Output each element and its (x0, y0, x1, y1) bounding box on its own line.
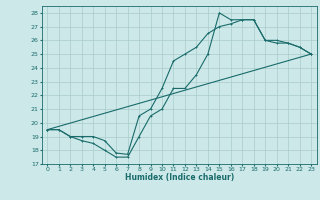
X-axis label: Humidex (Indice chaleur): Humidex (Indice chaleur) (124, 173, 234, 182)
